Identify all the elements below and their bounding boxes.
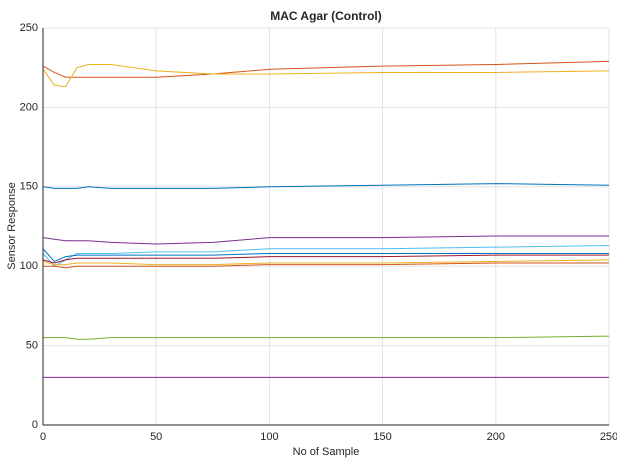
y-tick-label: 250 bbox=[20, 22, 38, 34]
y-tick-label: 200 bbox=[20, 101, 38, 113]
x-tick-label: 250 bbox=[600, 431, 617, 443]
y-tick-label: 100 bbox=[20, 260, 38, 272]
x-tick-label: 150 bbox=[373, 431, 391, 443]
chart-title: MAC Agar (Control) bbox=[270, 9, 382, 23]
x-axis-label: No of Sample bbox=[293, 446, 360, 458]
x-tick-label: 100 bbox=[260, 431, 278, 443]
y-tick-label: 50 bbox=[26, 340, 38, 352]
x-tick-label: 0 bbox=[40, 431, 46, 443]
series-line bbox=[42, 259, 610, 266]
series-line bbox=[42, 183, 610, 189]
plot-area bbox=[43, 28, 609, 425]
series-line bbox=[42, 235, 609, 245]
y-tick-label: 0 bbox=[32, 419, 38, 431]
series-line bbox=[42, 245, 610, 267]
y-axis-label: Sensor Response bbox=[6, 182, 18, 269]
series-line bbox=[42, 64, 610, 88]
series-line bbox=[42, 60, 610, 78]
x-tick-label: 50 bbox=[150, 431, 162, 443]
series-line bbox=[42, 254, 609, 264]
x-tick-label: 200 bbox=[487, 431, 505, 443]
series-line bbox=[42, 248, 609, 263]
series-line bbox=[43, 335, 610, 340]
y-tick-label: 150 bbox=[20, 181, 38, 193]
series-line bbox=[43, 262, 609, 269]
